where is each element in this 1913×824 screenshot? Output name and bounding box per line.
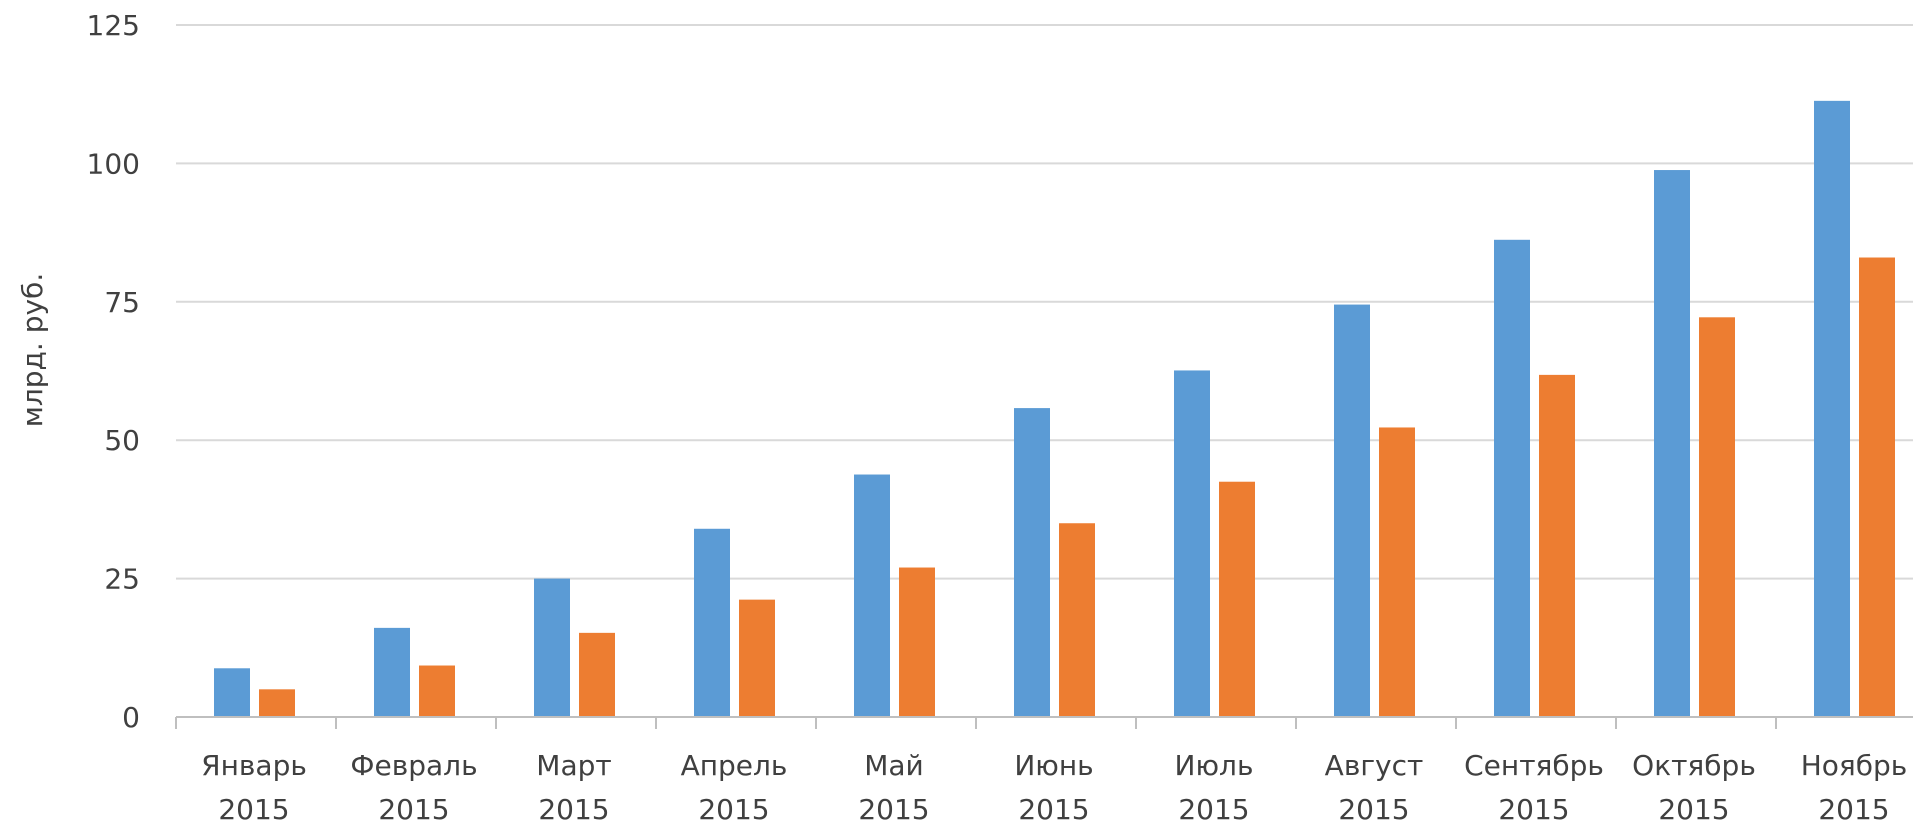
x-tick-label: Июнь (1014, 749, 1093, 782)
bar (1014, 408, 1050, 717)
bar (1699, 317, 1735, 717)
x-tick-label: 2015 (1338, 793, 1409, 824)
x-tick-label: 2015 (698, 793, 769, 824)
x-tick-label: 2015 (1018, 793, 1089, 824)
x-axis-labels: Январь 2015 Февраль 2015 Март 2015 Апрель 2015 М… (201, 749, 1907, 824)
bar (534, 578, 570, 717)
bar (739, 599, 775, 717)
gridlines (176, 24, 1913, 580)
x-tick-label: Январь (201, 749, 307, 782)
y-axis-label: млрд. руб. (16, 273, 49, 427)
bar (1859, 257, 1895, 717)
bar (1654, 170, 1690, 717)
bar (1539, 374, 1575, 717)
x-axis-ticks (175, 717, 1777, 729)
y-tick-label: 75 (104, 286, 140, 319)
x-tick-label: 2015 (858, 793, 929, 824)
bar (259, 689, 295, 717)
x-tick-label: Август (1325, 749, 1424, 782)
y-tick-label: 25 (104, 563, 140, 596)
x-tick-label: 2015 (538, 793, 609, 824)
x-tick-label: Март (536, 749, 611, 782)
bar (419, 665, 455, 717)
y-axis-ticks: 0 25 50 75 100 125 (87, 9, 140, 734)
x-tick-label: Ноябрь (1801, 749, 1908, 782)
x-tick-label: 2015 (1658, 793, 1729, 824)
x-tick-label: 2015 (378, 793, 449, 824)
y-tick-label: 0 (122, 701, 140, 734)
x-tick-label: Апрель (681, 749, 788, 782)
x-tick-label: Февраль (350, 749, 477, 782)
bar (579, 632, 615, 717)
bar (1219, 481, 1255, 717)
x-tick-label: Июль (1175, 749, 1254, 782)
bar (1174, 370, 1210, 717)
x-tick-label: Октябрь (1632, 749, 1756, 782)
bar (1059, 523, 1095, 717)
bar (1379, 427, 1415, 717)
bars (214, 100, 1895, 717)
x-tick-label: 2015 (218, 793, 289, 824)
bar (694, 528, 730, 717)
x-tick-label: Май (864, 749, 924, 782)
x-tick-label: 2015 (1498, 793, 1569, 824)
bar (854, 474, 890, 717)
bar (374, 627, 410, 717)
x-tick-label: Сентябрь (1464, 749, 1604, 782)
y-tick-label: 50 (104, 424, 140, 457)
y-tick-label: 125 (87, 9, 140, 42)
bar (214, 668, 250, 717)
y-tick-label: 100 (87, 147, 140, 180)
bar (1494, 239, 1530, 717)
bar (1814, 100, 1850, 717)
x-tick-label: 2015 (1178, 793, 1249, 824)
x-tick-label: 2015 (1818, 793, 1889, 824)
bar (899, 567, 935, 717)
bar (1334, 304, 1370, 717)
